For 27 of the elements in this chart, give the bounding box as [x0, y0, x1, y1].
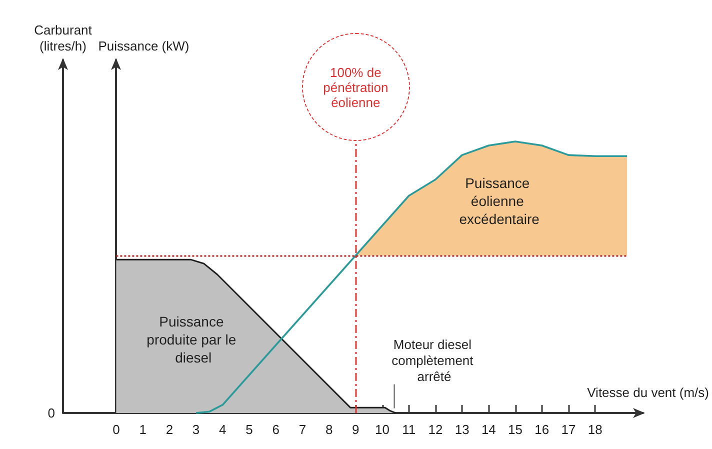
x-tick-label: 12	[428, 422, 443, 437]
x-tick-label: 6	[272, 422, 280, 437]
x-tick-label: 2	[166, 422, 174, 437]
text: Carburant (litres/h)	[34, 22, 92, 54]
x-axis-title: Vitesse du vent (m/s)	[587, 385, 709, 400]
annotation: Puissance éolienne excédentaire	[459, 175, 540, 228]
x-tick-label: 1	[139, 422, 146, 437]
x-tick-label: 3	[192, 422, 200, 437]
x-tick-label: 0	[112, 422, 120, 437]
x-tick-label: 14	[481, 422, 496, 437]
x-tick-label: 9	[352, 422, 360, 437]
x-tick-label: 18	[588, 422, 602, 437]
text: Puissance (kW)	[98, 38, 190, 54]
x-tick-label: 11	[402, 422, 416, 437]
x-tick-label: 7	[298, 422, 306, 437]
x-tick-label: 5	[246, 422, 253, 437]
x-tick-label: 8	[325, 422, 333, 437]
x-tick-label: 10	[375, 422, 390, 437]
x-tick-label: 4	[219, 422, 226, 437]
x-tick-label: 15	[508, 422, 523, 437]
dashed-circle: 100% de pénétration éolienne	[302, 33, 410, 142]
x-tick-label: 16	[534, 422, 550, 437]
annotation: Puissance produite par le diesel	[146, 314, 240, 366]
annotation: Moteur diesel complètement arrêté	[392, 336, 477, 384]
text: 0	[48, 406, 55, 420]
x-tick-label: 13	[454, 422, 470, 437]
x-tick-label: 17	[561, 422, 576, 437]
